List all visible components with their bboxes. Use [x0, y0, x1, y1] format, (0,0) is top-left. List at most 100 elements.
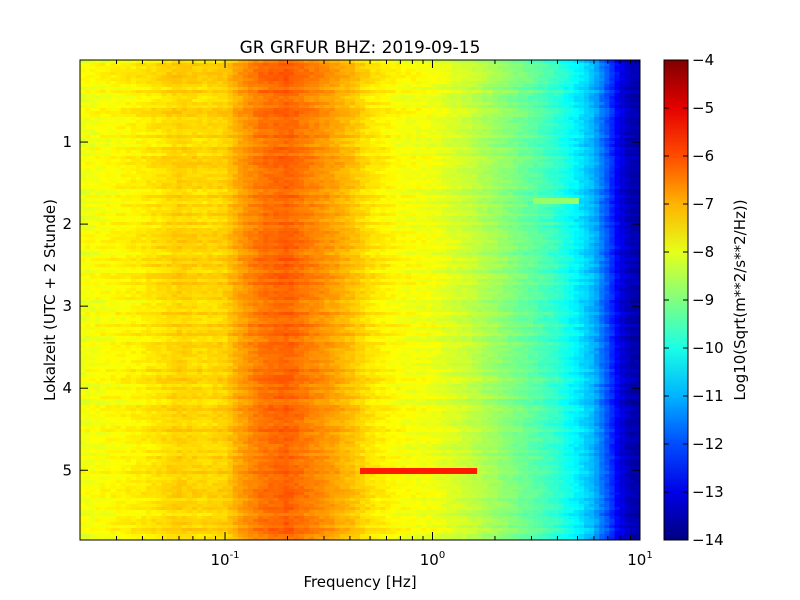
heatmap-cell: [375, 66, 381, 70]
heatmap-cell: [461, 75, 468, 79]
heatmap-cell: [533, 90, 539, 94]
heatmap-cell: [365, 87, 371, 91]
heatmap-cell: [293, 93, 300, 97]
heatmap-cell: [171, 78, 178, 82]
heatmap-cell: [192, 81, 198, 85]
heatmap-cell: [141, 96, 147, 100]
heatmap-cell: [456, 81, 463, 85]
heatmap-cell: [304, 84, 310, 88]
heatmap-cell: [497, 90, 504, 94]
heatmap-cell: [197, 66, 203, 70]
heatmap-cell: [451, 84, 458, 88]
heatmap-cell: [334, 75, 341, 79]
heatmap-cell: [400, 96, 407, 100]
heatmap-cell: [105, 93, 112, 97]
heatmap-cell: [146, 78, 152, 82]
heatmap-cell: [166, 66, 173, 70]
heatmap-cell: [248, 75, 254, 79]
heatmap-cell: [237, 75, 244, 79]
heatmap-cell: [253, 90, 259, 94]
heatmap-cell: [492, 96, 499, 100]
heatmap-cell: [492, 84, 499, 88]
heatmap-cell: [166, 78, 173, 82]
heatmap-cell: [385, 84, 392, 88]
heatmap-cell: [466, 81, 473, 85]
heatmap-cell: [237, 78, 244, 82]
heatmap-cell: [242, 66, 249, 70]
heatmap-cell: [441, 84, 448, 88]
heatmap-cell: [538, 90, 544, 94]
heatmap-cell: [207, 63, 213, 67]
heatmap-cell: [497, 60, 504, 64]
heatmap-cell: [461, 81, 468, 85]
heatmap-cell: [584, 63, 590, 67]
heatmap-cell: [390, 72, 397, 76]
heatmap-cell: [589, 78, 595, 82]
heatmap-cell: [212, 87, 219, 91]
heatmap-cell: [344, 81, 351, 85]
heatmap-cell: [110, 96, 117, 100]
heatmap-cell: [436, 63, 443, 67]
heatmap-cell: [268, 90, 275, 94]
heatmap-cell: [227, 84, 234, 88]
heatmap-cell: [212, 78, 219, 82]
heatmap-cell: [375, 81, 381, 85]
heatmap-cell: [492, 93, 499, 97]
heatmap-cell: [161, 75, 168, 79]
heatmap-cell: [385, 72, 392, 76]
heatmap-cell: [130, 75, 137, 79]
heatmap-cell: [599, 63, 605, 67]
heatmap-cell: [599, 84, 605, 88]
heatmap-cell: [166, 60, 173, 64]
heatmap-cell: [288, 93, 295, 97]
heatmap-cell: [395, 81, 402, 85]
heatmap-cell: [120, 81, 127, 85]
heatmap-cell: [461, 78, 468, 82]
heatmap-cell: [568, 75, 575, 79]
heatmap-cell: [573, 75, 580, 79]
heatmap-cell: [390, 69, 397, 73]
heatmap-cell: [207, 69, 213, 73]
heatmap-cell: [568, 66, 575, 70]
heatmap-cell: [634, 63, 640, 67]
heatmap-cell: [370, 72, 376, 76]
heatmap-cell: [288, 66, 295, 70]
heatmap-cell: [472, 66, 478, 70]
heatmap-cell: [431, 60, 437, 64]
heatmap-cell: [232, 78, 239, 82]
heatmap-cell: [105, 96, 112, 100]
heatmap-cell: [609, 90, 616, 94]
heatmap-cell: [298, 87, 305, 91]
heatmap-cell: [227, 69, 234, 73]
heatmap-cell: [604, 69, 611, 73]
heatmap-cell: [258, 60, 264, 64]
heatmap-cell: [100, 66, 107, 70]
heatmap-cell: [314, 90, 320, 94]
heatmap-cell: [472, 75, 478, 79]
heatmap-cell: [263, 78, 269, 82]
heatmap-cell: [589, 93, 595, 97]
heatmap-cell: [609, 60, 616, 64]
heatmap-cell: [156, 87, 163, 91]
heatmap-cell: [283, 78, 290, 82]
heatmap-cell: [431, 72, 437, 76]
heatmap-cell: [105, 63, 112, 67]
heatmap-cell: [293, 69, 300, 73]
heatmap-cell: [487, 63, 493, 67]
heatmap-cell: [594, 72, 600, 76]
heatmap-cell: [629, 75, 636, 79]
heatmap-cell: [477, 93, 483, 97]
heatmap-cell: [395, 66, 402, 70]
heatmap-cell: [507, 93, 514, 97]
heatmap-cell: [578, 75, 585, 79]
heatmap-cell: [115, 93, 122, 97]
heatmap-cell: [344, 78, 351, 82]
heatmap-cell: [609, 63, 616, 67]
heatmap-cell: [186, 87, 193, 91]
heatmap-cell: [365, 81, 371, 85]
heatmap-cell: [304, 69, 310, 73]
heatmap-cell: [217, 66, 224, 70]
heatmap-cell: [324, 96, 331, 100]
heatmap-cell: [100, 75, 107, 79]
heatmap-cell: [553, 78, 560, 82]
